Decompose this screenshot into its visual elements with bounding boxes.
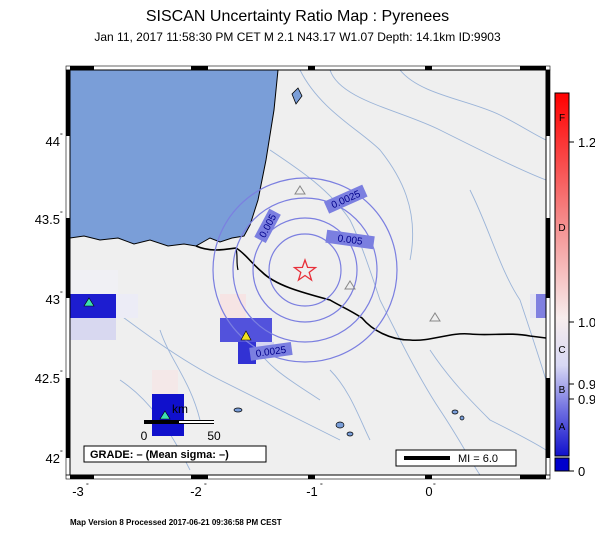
colorbar-value: 1.0	[578, 315, 595, 330]
colorbar-value: 0.9	[578, 392, 595, 407]
colorbar-letter: A	[559, 422, 566, 433]
scale-tick: 50	[207, 429, 221, 443]
latitude-axis: 44 43.5 43 42.5 42	[35, 134, 60, 466]
lon-tick: 0	[425, 484, 432, 499]
border-line	[195, 245, 546, 342]
svg-text:°: °	[433, 482, 436, 490]
lat-tick: 43	[46, 292, 60, 307]
colorbar-letter: D	[558, 223, 565, 234]
colorbar: F D C B A 1.2 1.0 0.9 0.9 0	[554, 92, 595, 479]
event-subtitle: Jan 11, 2017 11:58:30 PM CET M 2.1 N43.1…	[94, 30, 501, 44]
mi-label: MI = 6.0	[458, 453, 498, 465]
svg-text:°: °	[320, 482, 323, 490]
longitude-axis: -3 -2 -1 0	[72, 484, 432, 499]
lat-tick: 43.5	[35, 212, 60, 227]
station-triangle-icon	[159, 410, 171, 420]
svg-text:°: °	[204, 482, 207, 490]
lon-degree-marks: ° ° ° °	[86, 482, 436, 490]
svg-text:°: °	[60, 369, 63, 377]
lagoon	[291, 87, 303, 105]
station-triangle-icon	[240, 330, 252, 341]
lon-tick: -1	[306, 484, 318, 499]
grade-box: GRADE: – (Mean sigma: –)	[83, 445, 267, 463]
reservoirs	[233, 407, 465, 437]
scale-tick: 0	[141, 429, 148, 443]
lat-degree-marks: ° ° ° ° °	[60, 132, 63, 457]
rivers	[99, 70, 546, 475]
stations	[83, 185, 441, 420]
svg-text:°: °	[60, 132, 63, 140]
bay-of-biscay	[70, 70, 279, 247]
station-triangle-icon	[294, 185, 306, 195]
lon-tick: -3	[72, 484, 84, 499]
svg-text:°: °	[60, 210, 63, 218]
contour-label: 0.0025	[255, 345, 287, 360]
map-panel: 0.0025 0.005 0.005 0.0025	[70, 70, 546, 475]
grade-label: GRADE: – (Mean sigma: –)	[90, 449, 229, 461]
lat-tick: 42	[46, 451, 60, 466]
colorbar-value: 0	[578, 464, 585, 479]
colorbar-gradient	[554, 92, 570, 457]
uncertainty-cells	[70, 270, 546, 436]
lat-tick: 42.5	[35, 371, 60, 386]
station-triangle-icon	[83, 297, 95, 307]
scale-unit: km	[172, 402, 188, 416]
colorbar-letter: F	[559, 113, 565, 124]
border-spur	[235, 247, 239, 271]
colorbar-letter: C	[558, 345, 565, 356]
station-triangle-icon	[429, 312, 441, 322]
contour-label: 0.005	[337, 233, 364, 247]
lat-tick: 44	[46, 134, 60, 149]
svg-text:°: °	[86, 482, 89, 490]
svg-text:°: °	[60, 449, 63, 457]
lon-tick: -2	[190, 484, 202, 499]
station-triangle-icon	[344, 280, 356, 290]
mi-legend: MI = 6.0	[395, 449, 517, 467]
colorbar-letter: B	[559, 385, 566, 396]
processing-footer: Map Version 8 Processed 2017-06-21 09:36…	[70, 518, 282, 527]
colorbar-value: 1.2	[578, 135, 595, 150]
svg-text:°: °	[60, 290, 63, 298]
uncertainty-contours	[212, 177, 398, 363]
colorbar-value: 0.9	[578, 377, 595, 392]
map-frame	[65, 65, 551, 480]
map-title: SISCAN Uncertainty Ratio Map : Pyrenees	[145, 8, 450, 25]
scale-bar: km 0 50	[141, 402, 221, 443]
epicenter-star-icon	[292, 258, 318, 282]
colorbar-zero-swatch	[554, 457, 570, 472]
